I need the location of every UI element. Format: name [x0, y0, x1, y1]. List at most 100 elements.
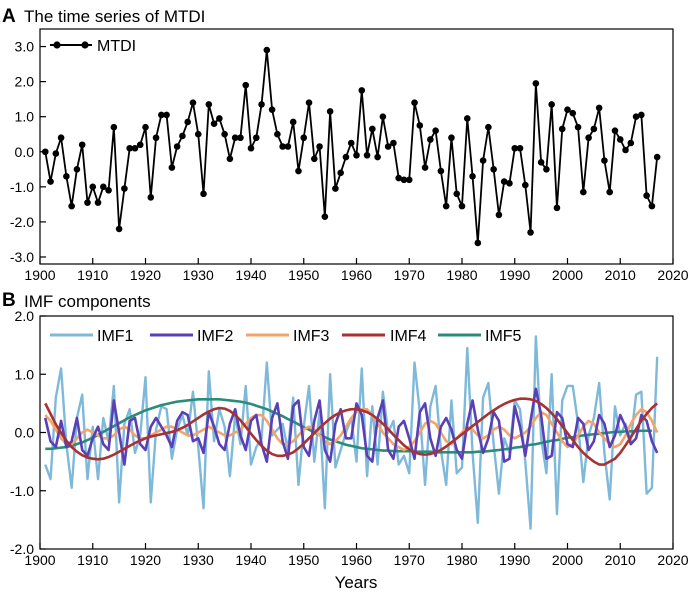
series-mtdi-point	[237, 134, 244, 142]
panel-a-xtick-label: 1940	[235, 267, 266, 283]
series-mtdi-point	[105, 187, 112, 194]
series-mtdi-point	[205, 101, 213, 108]
series-mtdi-point	[242, 81, 250, 89]
series-mtdi-point	[353, 151, 360, 159]
panel-a-ytick-label: 0.0	[15, 144, 35, 160]
series-mtdi-point	[41, 148, 49, 156]
series-mtdi-point	[627, 139, 635, 147]
panel-a-ytick-label: 2.0	[15, 74, 35, 90]
panel-a-letter: A	[2, 6, 16, 27]
series-mtdi-point	[47, 178, 54, 185]
series-mtdi-point	[121, 185, 128, 192]
panel-a-ytick-label: -3.0	[10, 249, 34, 265]
panel-b-title: IMF components	[24, 292, 151, 311]
series-mtdi-point	[226, 155, 234, 163]
series-mtdi-point	[648, 202, 656, 210]
series-mtdi-point	[347, 139, 355, 147]
series-mtdi-point	[580, 188, 587, 196]
series-mtdi-point	[163, 111, 170, 119]
series-mtdi-point	[326, 108, 334, 115]
series-mtdi-point	[458, 202, 466, 210]
series-mtdi-point	[168, 164, 176, 171]
series-mtdi-point	[184, 118, 191, 126]
series-mtdi-point	[189, 99, 197, 106]
series-mtdi-point	[89, 183, 97, 191]
panel-a-xtick-label: 1930	[183, 267, 214, 283]
series-mtdi-point	[384, 143, 392, 150]
panel-a-xtick-label: 1910	[77, 267, 108, 283]
series-mtdi-point	[274, 130, 281, 138]
series-mtdi-point	[173, 143, 181, 150]
series-mtdi-point	[532, 80, 540, 87]
series-mtdi-point	[522, 181, 529, 189]
series-mtdi-point	[136, 141, 144, 149]
series-mtdi-point	[152, 134, 160, 142]
series-mtdi-point	[363, 151, 371, 159]
series-mtdi-point	[585, 134, 592, 142]
series-mtdi-point	[210, 120, 218, 128]
series-mtdi-point	[63, 173, 70, 180]
panel-b-ytick-label: 1.0	[15, 366, 35, 382]
panel-a-ytick-label: -1.0	[10, 179, 34, 195]
legend-imf2-label: IMF2	[197, 328, 234, 345]
panel-a-xtick-label: 1920	[130, 267, 161, 283]
panel-b-ytick-label: 2.0	[15, 308, 35, 324]
series-mtdi-point	[295, 167, 302, 175]
series-mtdi-point	[379, 113, 387, 120]
panel-a-xtick-label: 2010	[605, 267, 636, 283]
panel-b-ytick-label: -2.0	[10, 541, 34, 557]
series-mtdi-point	[316, 143, 323, 150]
series-mtdi-point	[311, 155, 318, 163]
series-mtdi-point	[400, 176, 408, 184]
series-mtdi-point	[474, 239, 482, 247]
series-mtdi-point	[601, 157, 608, 164]
panel-b-xtick-label: 1930	[183, 552, 214, 568]
series-mtdi-point	[606, 188, 613, 196]
series-imf2-line	[44, 387, 659, 466]
series-mtdi-point	[84, 199, 91, 206]
series-imf5-line	[45, 397, 652, 454]
series-mtdi-point	[369, 125, 376, 133]
series-mtdi-point	[131, 144, 139, 152]
series-mtdi-point	[490, 165, 497, 173]
series-mtdi-point	[643, 192, 650, 199]
panel-a-xtick-label: 1960	[341, 267, 372, 283]
series-mtdi-point	[448, 134, 455, 142]
series-mtdi-point	[469, 173, 476, 180]
series-mtdi-point	[231, 134, 239, 142]
panel-a-xtick-label: 2000	[552, 267, 583, 283]
panel-b-xtick-label: 1970	[394, 552, 425, 568]
series-mtdi-point	[126, 144, 133, 152]
series-mtdi-point	[432, 127, 439, 135]
series-imf4-line	[44, 397, 659, 466]
series-mtdi-point	[221, 130, 228, 138]
panel-a-xtick-label: 1950	[288, 267, 319, 283]
series-mtdi-point	[289, 118, 297, 126]
panel-a-xtick-label: 1990	[499, 267, 530, 283]
series-mtdi-point	[94, 199, 102, 206]
panel-a-ytick-label: -2.0	[10, 214, 34, 230]
panel-b-letter: B	[2, 290, 16, 311]
panel-b-axes: 1900 1910 1920 1930 1940 1950 1960 1970 1980 1990…	[10, 308, 689, 568]
panel-b-xtick-label: 2000	[552, 552, 583, 568]
series-mtdi-point	[543, 165, 550, 173]
panel-b-imf: B IMF components 1900 1910 1920 1930 1940 195…	[2, 290, 689, 592]
series-mtdi-point	[68, 202, 75, 210]
series-mtdi-point	[100, 183, 107, 191]
panel-b-xtick-label: 1980	[446, 552, 477, 568]
series-mtdi-point	[574, 123, 582, 131]
series-mtdi-point	[622, 146, 629, 154]
series-mtdi-point	[216, 115, 223, 122]
panel-a-series	[41, 46, 661, 247]
series-mtdi-point	[479, 157, 487, 164]
series-mtdi-point	[511, 144, 519, 152]
series-mtdi-point	[595, 104, 603, 112]
panel-b-legend: IMF1 IMF2 IMF3 IMF4 IMF5	[50, 328, 522, 345]
series-mtdi-point	[300, 134, 308, 142]
series-mtdi-point	[632, 113, 640, 120]
panel-a-xtick-label: 1970	[394, 267, 425, 283]
legend-mtdi-label: MTDI	[97, 38, 136, 55]
series-mtdi-point	[590, 125, 598, 133]
series-mtdi-point	[516, 144, 524, 152]
series-mtdi-point	[358, 87, 366, 94]
